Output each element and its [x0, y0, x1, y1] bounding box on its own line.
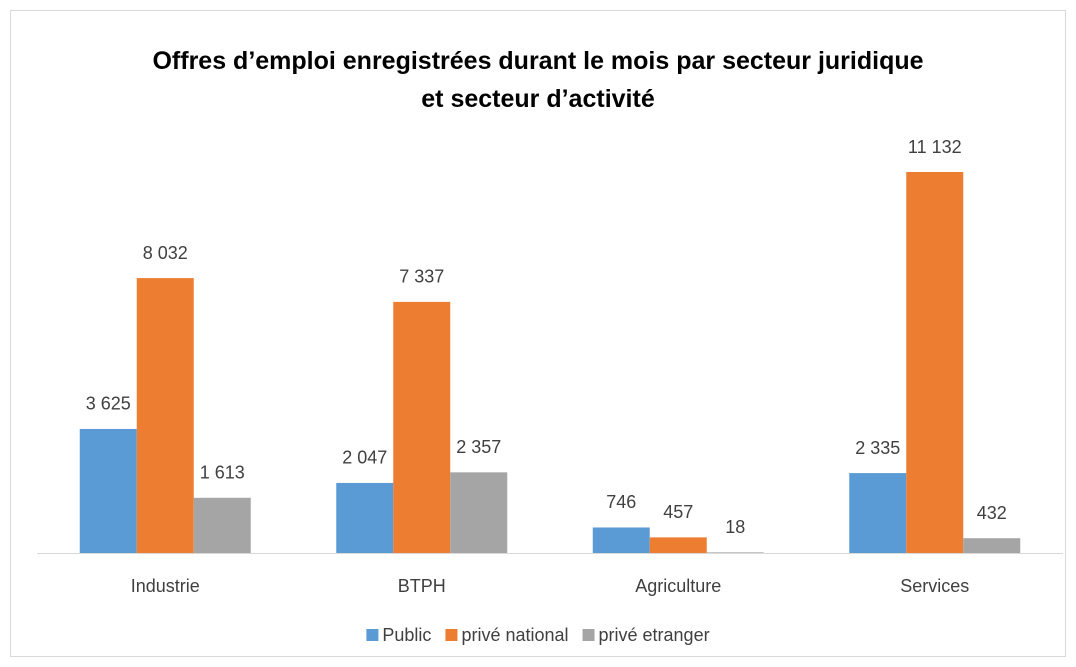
bar [906, 172, 964, 553]
bar [849, 473, 907, 553]
bar [393, 301, 451, 553]
data-label: 746 [606, 492, 636, 512]
legend-label: privé national [461, 625, 568, 645]
bar [136, 278, 194, 553]
data-label: 8 032 [143, 243, 188, 263]
x-tick-label: Industrie [131, 576, 200, 596]
data-label: 2 047 [342, 448, 387, 468]
data-label: 2 357 [456, 437, 501, 457]
bar [193, 497, 251, 553]
data-label: 3 625 [86, 394, 131, 414]
legend-label: privé etranger [599, 625, 710, 645]
x-tick-label: Services [900, 576, 969, 596]
data-label: 11 132 [908, 137, 962, 157]
bar [79, 428, 137, 553]
data-label: 432 [977, 503, 1007, 523]
bar [706, 552, 764, 553]
bar [963, 538, 1021, 553]
legend-swatch [445, 629, 458, 641]
x-tick-label: Agriculture [635, 576, 721, 596]
bar [649, 537, 707, 553]
chart-title: Offres d’emploi enregistrées durant le m… [152, 47, 924, 113]
data-label: 7 337 [399, 267, 444, 287]
bar [450, 472, 508, 553]
legend-swatch [582, 629, 595, 641]
legend-swatch [366, 629, 379, 641]
bar [592, 527, 650, 553]
legend-label: Public [382, 625, 431, 645]
x-tick-label: BTPH [398, 576, 446, 596]
data-label: 1 613 [200, 463, 245, 483]
data-label: 18 [725, 517, 745, 537]
data-label: 2 335 [855, 438, 900, 458]
data-label: 457 [663, 502, 693, 522]
bar [336, 482, 394, 553]
